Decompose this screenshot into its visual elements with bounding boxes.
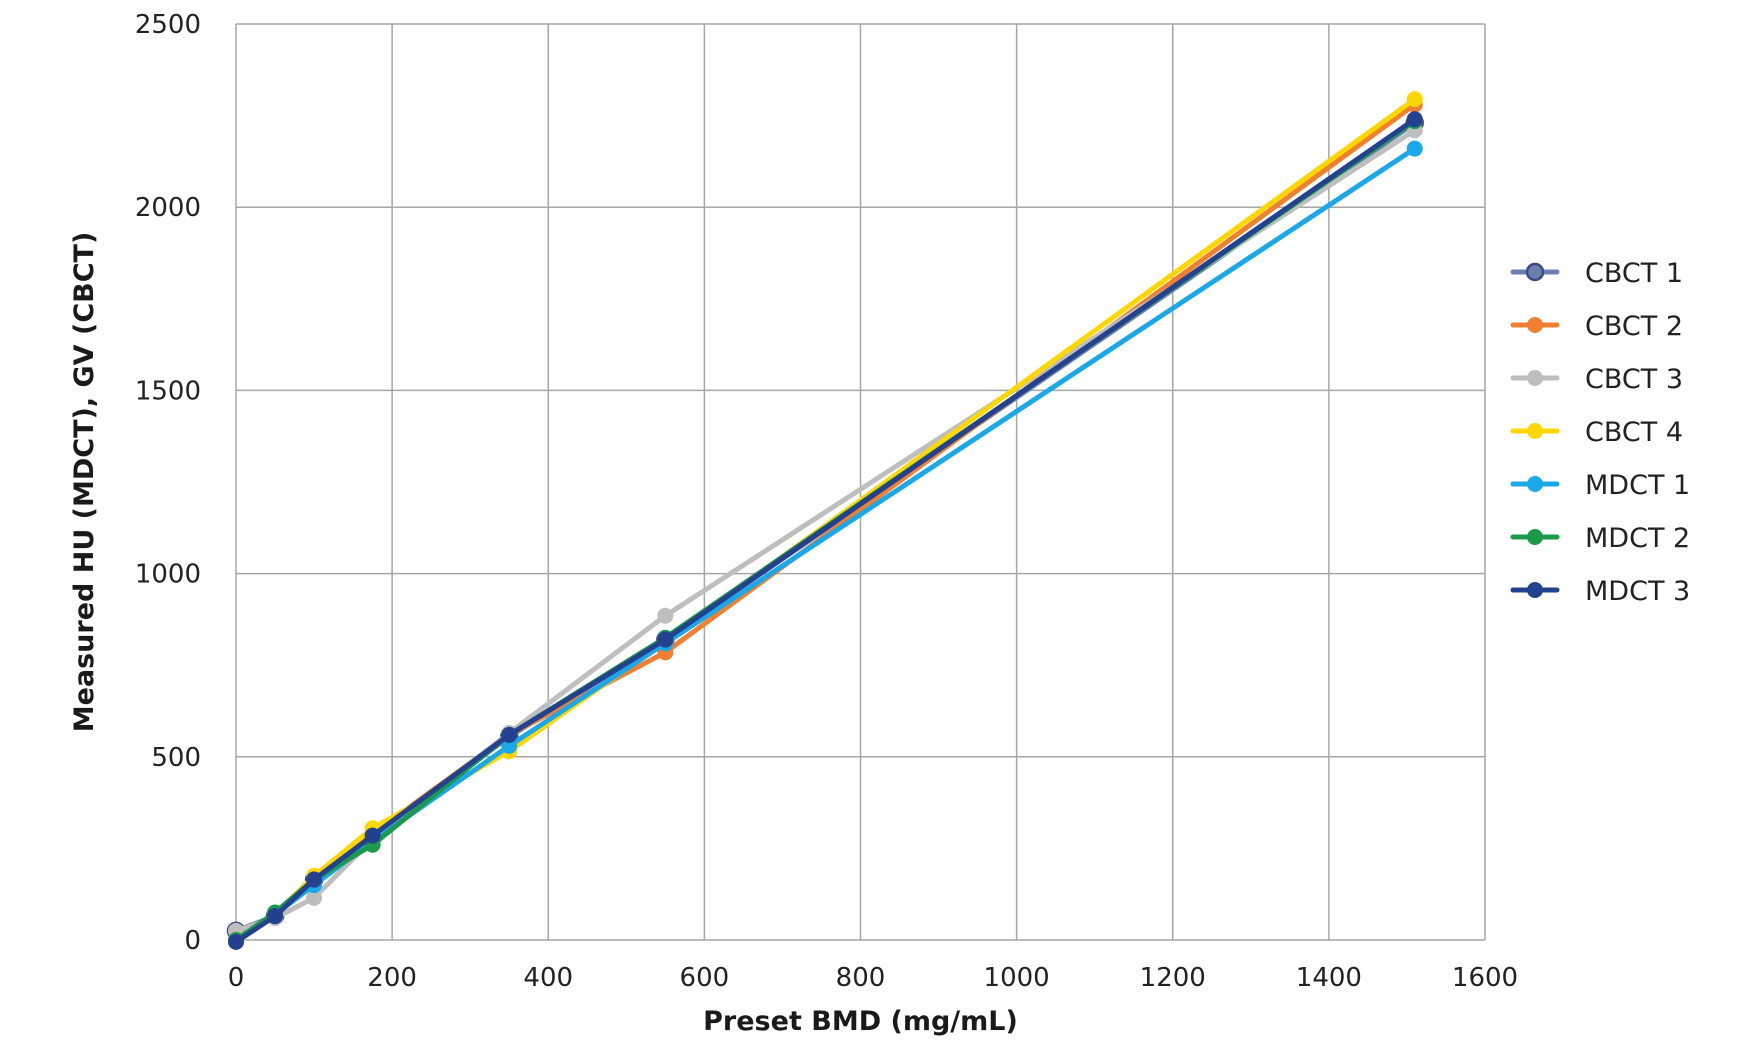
y-axis-title: Measured HU (MDCT), GV (CBCT): [69, 232, 100, 733]
series-mdct-3: [228, 111, 1423, 950]
series-mdct-1: [228, 140, 1423, 948]
data-point: [306, 889, 323, 906]
y-tick-label: 1000: [135, 560, 201, 590]
legend-label: CBCT 4: [1585, 417, 1683, 448]
x-tick-label: 400: [523, 963, 573, 993]
legend-label: CBCT 3: [1585, 364, 1683, 395]
legend-item: CBCT 3: [1510, 364, 1683, 395]
legend: CBCT 1 CBCT 2 CBCT 3 CBCT 4 MDCT 1 MDCT 2 MDCT…: [1510, 258, 1690, 607]
legend-swatch-marker: [1527, 423, 1543, 439]
x-tick-label: 1200: [1140, 963, 1206, 993]
legend-label: MDCT 2: [1585, 523, 1690, 554]
legend-swatch-marker: [1527, 317, 1543, 333]
legend-item: MDCT 3: [1510, 576, 1690, 607]
x-tick-label: 1400: [1296, 963, 1362, 993]
data-point: [657, 631, 674, 648]
legend-swatch-marker: [1527, 476, 1543, 492]
legend-swatch-marker: [1527, 529, 1543, 545]
x-tick-label: 0: [228, 963, 245, 993]
data-point: [228, 933, 244, 950]
y-tick-label: 2000: [135, 193, 201, 223]
legend-label: CBCT 1: [1585, 258, 1683, 289]
legend-label: CBCT 2: [1585, 311, 1683, 342]
data-point: [1406, 140, 1423, 157]
y-tick-label: 1500: [135, 376, 201, 406]
legend-swatch-marker: [1527, 582, 1543, 598]
series-layer: [226, 91, 1424, 950]
data-point: [364, 827, 381, 844]
legend-item: MDCT 1: [1510, 470, 1690, 501]
y-axis-ticks: 0 500 1000 1500 2000 2500: [135, 10, 201, 956]
legend-label: MDCT 1: [1585, 470, 1690, 501]
legend-label: MDCT 3: [1585, 576, 1690, 607]
x-axis-title: Preset BMD (mg/mL): [703, 1006, 1018, 1037]
data-point: [306, 871, 323, 888]
series-line: [233, 116, 1418, 945]
x-tick-label: 200: [367, 963, 417, 993]
legend-item: CBCT 2: [1510, 311, 1683, 342]
series-line: [233, 146, 1418, 943]
data-point: [501, 726, 518, 743]
x-tick-label: 600: [680, 963, 730, 993]
data-point: [657, 607, 674, 624]
legend-swatch-marker: [1527, 370, 1543, 386]
x-tick-label: 1600: [1452, 963, 1518, 993]
y-tick-label: 2500: [135, 10, 201, 40]
legend-item: CBCT 4: [1510, 417, 1683, 448]
data-point: [267, 908, 284, 925]
data-point: [501, 737, 518, 754]
x-axis-ticks: 0 200 400 600 800 1000 1200 1400 1600: [228, 963, 1518, 993]
legend-item: MDCT 2: [1510, 523, 1690, 554]
x-tick-label: 1000: [984, 963, 1050, 993]
data-point: [1406, 111, 1423, 128]
legend-item: CBCT 1: [1510, 258, 1683, 289]
y-tick-label: 500: [151, 743, 201, 773]
x-tick-label: 800: [836, 963, 886, 993]
y-tick-label: 0: [184, 926, 201, 956]
legend-swatch-marker: [1525, 262, 1545, 282]
data-point: [1406, 91, 1423, 108]
